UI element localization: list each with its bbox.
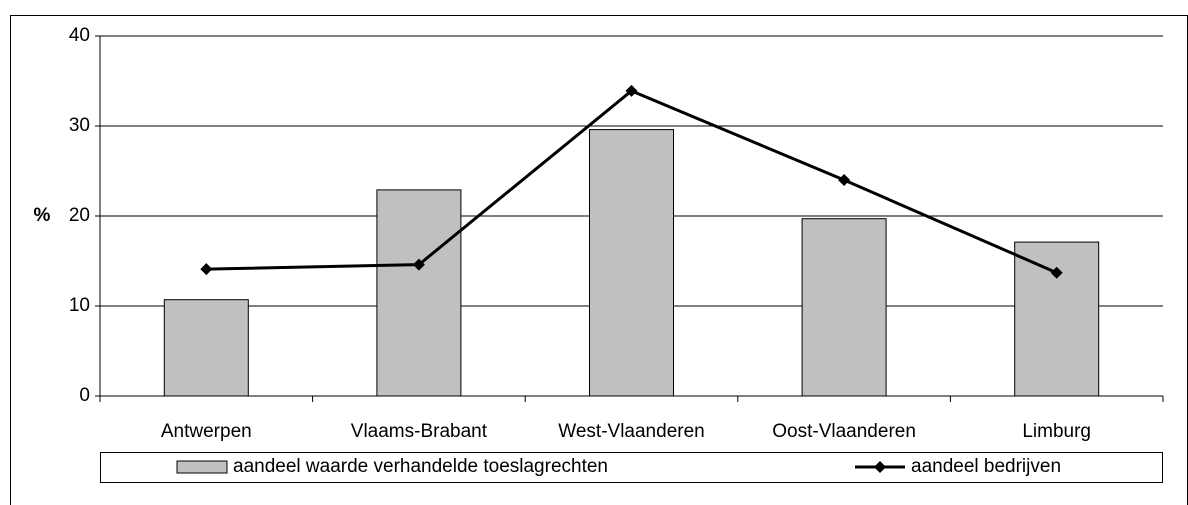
bar xyxy=(163,299,249,397)
legend-label: aandeel waarde verhandelde toeslagrechte… xyxy=(233,456,608,477)
x-tick-label: Oost-Vlaanderen xyxy=(772,421,916,442)
x-tick-label: Antwerpen xyxy=(161,421,252,442)
marker xyxy=(200,263,213,276)
y-tick-label: 0 xyxy=(79,385,90,406)
marker xyxy=(838,174,851,186)
legend-swatch xyxy=(176,460,228,474)
bar xyxy=(589,129,674,397)
x-tick-label: West-Vlaanderen xyxy=(558,421,704,442)
legend-label: aandeel bedrijven xyxy=(911,456,1061,477)
legend-marker xyxy=(874,461,886,473)
bar xyxy=(801,218,887,397)
marker xyxy=(1050,266,1063,279)
legend-box xyxy=(100,452,1163,483)
y-tick-label: 20 xyxy=(69,205,90,226)
y-axis-label: % xyxy=(34,205,51,226)
y-tick-label: 40 xyxy=(69,25,90,46)
y-tick-label: 30 xyxy=(69,115,90,136)
x-tick-label: Vlaams-Brabant xyxy=(351,421,488,442)
marker xyxy=(625,84,638,97)
marker xyxy=(412,258,425,271)
x-tick-label: Limburg xyxy=(1022,421,1091,442)
bar xyxy=(376,189,462,397)
y-tick-label: 10 xyxy=(69,295,90,316)
bar xyxy=(1014,241,1100,397)
